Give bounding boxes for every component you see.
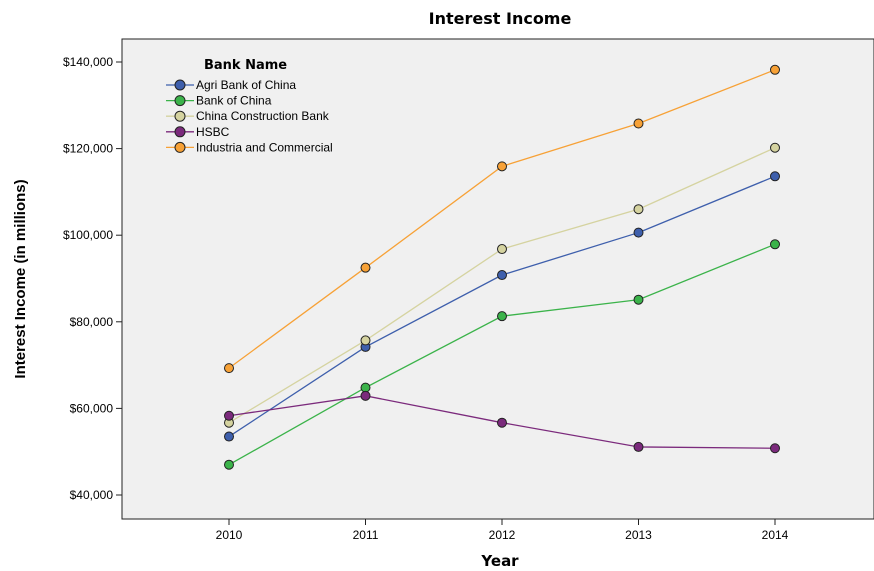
legend: Bank Name Agri Bank of China Bank of Chin… (166, 58, 333, 154)
x-tick-label: 2012 (489, 528, 516, 542)
data-point (497, 161, 507, 172)
legend-swatch-marker (174, 141, 186, 153)
x-tick-label: 2010 (216, 528, 243, 542)
legend-title: Bank Name (204, 58, 287, 73)
series-group (224, 64, 780, 374)
data-point (770, 443, 780, 454)
x-tick-label: 2013 (625, 528, 652, 542)
y-tick-label: $40,000 (70, 488, 114, 502)
data-point (770, 239, 780, 250)
data-point (497, 311, 507, 322)
x-axis-title: Year (480, 552, 519, 570)
data-point (360, 382, 371, 393)
data-point (224, 363, 234, 374)
y-axis-title: Interest Income (in millions) (12, 179, 29, 378)
plot-area (121, 38, 874, 520)
series-layer (224, 64, 780, 470)
data-point (224, 459, 234, 470)
data-point (633, 441, 644, 452)
data-point (497, 417, 507, 428)
data-point (633, 294, 644, 305)
data-point (360, 262, 371, 273)
data-point (224, 410, 234, 421)
y-tick-label: $60,000 (70, 401, 114, 415)
data-point (633, 204, 644, 215)
legend-swatch-marker (174, 79, 186, 91)
legend-swatch-marker (174, 110, 186, 122)
data-point (360, 390, 371, 401)
y-tick-label: $80,000 (70, 315, 114, 329)
x-axis: 2010 2011 2012 2013 2014 (216, 519, 789, 542)
data-point (360, 335, 371, 346)
data-point (770, 64, 780, 75)
data-point (224, 431, 234, 442)
data-point (497, 270, 507, 281)
legend-label: Industria and Commercial (196, 140, 333, 154)
series-group (224, 390, 780, 454)
x-tick-label: 2011 (353, 528, 379, 542)
y-tick-label: $120,000 (63, 142, 113, 156)
legend-swatch-marker (174, 126, 186, 138)
legend-label: HSBC (196, 125, 230, 139)
data-point (497, 244, 507, 255)
legend-swatch-marker (174, 95, 186, 107)
x-tick-label: 2014 (762, 528, 789, 542)
y-axis: $40,000 $60,000 $80,000 $100,000 $120,000 $14… (63, 55, 122, 502)
data-point (633, 227, 644, 238)
y-tick-label: $140,000 (63, 55, 113, 69)
y-tick-label: $100,000 (63, 228, 113, 242)
data-point (770, 142, 780, 153)
data-point (633, 118, 644, 129)
legend-label: Agri Bank of China (196, 78, 296, 92)
data-point (770, 171, 780, 182)
legend-label: Bank of China (196, 94, 272, 108)
legend-label: China Construction Bank (196, 109, 330, 123)
series-group (224, 171, 780, 442)
chart-title: Interest Income (429, 9, 572, 28)
